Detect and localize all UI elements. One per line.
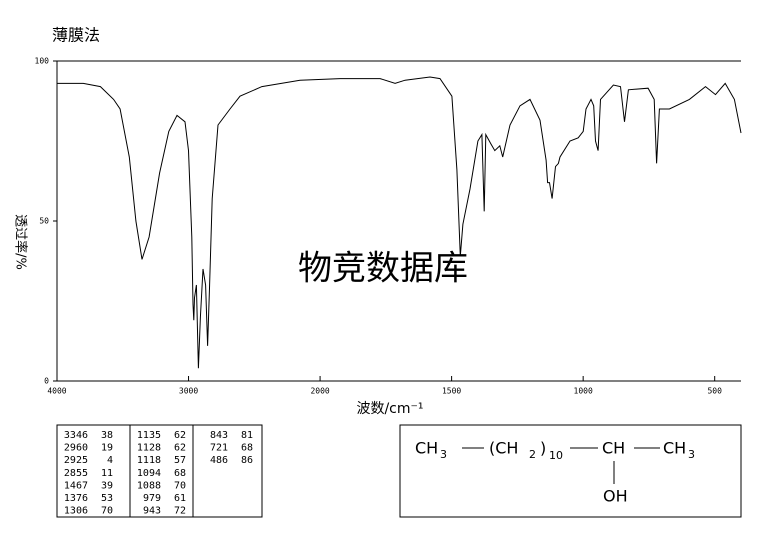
- table-cell: 72: [174, 506, 186, 517]
- table-cell: 1135: [137, 430, 161, 441]
- group: (CH: [489, 439, 518, 458]
- table-cell: 86: [241, 455, 253, 466]
- table-cell: 39: [101, 480, 113, 491]
- table-cell: 1094: [137, 468, 161, 479]
- table-cell: 943: [143, 506, 161, 517]
- subscript: 3: [440, 448, 447, 461]
- table-cell: 68: [174, 468, 186, 479]
- subscript: 2: [529, 448, 536, 461]
- watermark: 物竞数据库: [298, 249, 468, 289]
- y-tick-label: 0: [44, 377, 49, 386]
- y-tick-label: 100: [35, 57, 50, 66]
- subscript: 10: [549, 449, 563, 462]
- table-cell: 62: [174, 443, 186, 454]
- table-cell: 1306: [64, 506, 88, 517]
- table-cell: 486: [210, 455, 228, 466]
- table-cell: 61: [174, 493, 186, 504]
- table-cell: 1088: [137, 480, 161, 491]
- table-cell: 4: [107, 455, 113, 466]
- table-cell: 70: [174, 480, 186, 491]
- table-cell: 19: [101, 443, 113, 454]
- group: CH: [602, 439, 625, 458]
- table-cell: 1128: [137, 443, 161, 454]
- table-cell: 3346: [64, 430, 88, 441]
- table-cell: 721: [210, 443, 228, 454]
- x-tick-label: 2000: [310, 387, 329, 396]
- table-cell: 53: [101, 493, 113, 504]
- group: CH: [663, 439, 686, 458]
- x-axis-label: 波数/cm⁻¹: [356, 401, 423, 417]
- chart-title: 薄膜法: [52, 26, 100, 45]
- x-tick-label: 500: [707, 387, 722, 396]
- table-cell: 38: [101, 430, 113, 441]
- table-cell: 62: [174, 430, 186, 441]
- structure: CH 3 (CH 2 ) 10 CH CH 3 OH: [415, 439, 695, 506]
- x-tick-label: 1500: [442, 387, 461, 396]
- group: OH: [603, 487, 628, 506]
- structure-box: [399, 424, 742, 518]
- table-cell: 11: [101, 468, 113, 479]
- x-tick-label: 3000: [179, 387, 198, 396]
- table-cell: 70: [101, 506, 113, 517]
- group: ): [540, 439, 546, 458]
- group: CH: [415, 439, 438, 458]
- table-cell: 843: [210, 430, 228, 441]
- table-cell: 81: [241, 430, 253, 441]
- table-cell: 2925: [64, 455, 88, 466]
- x-tick-label: 1000: [574, 387, 593, 396]
- table-cell: 1467: [64, 480, 88, 491]
- table-cell: 979: [143, 493, 161, 504]
- y-tick-label: 50: [39, 217, 49, 226]
- table-cell: 1118: [137, 455, 161, 466]
- subscript: 3: [688, 448, 695, 461]
- spectrum-line: [57, 76, 742, 369]
- table-cell: 2855: [64, 468, 88, 479]
- x-tick-label: 4000: [47, 387, 66, 396]
- table-cell: 57: [174, 455, 186, 466]
- table-cell: 2960: [64, 443, 88, 454]
- y-axis-label: 透过率/%: [13, 214, 29, 270]
- peak-table-box: [56, 424, 263, 518]
- table-cell: 68: [241, 443, 253, 454]
- table-cell: 1376: [64, 493, 88, 504]
